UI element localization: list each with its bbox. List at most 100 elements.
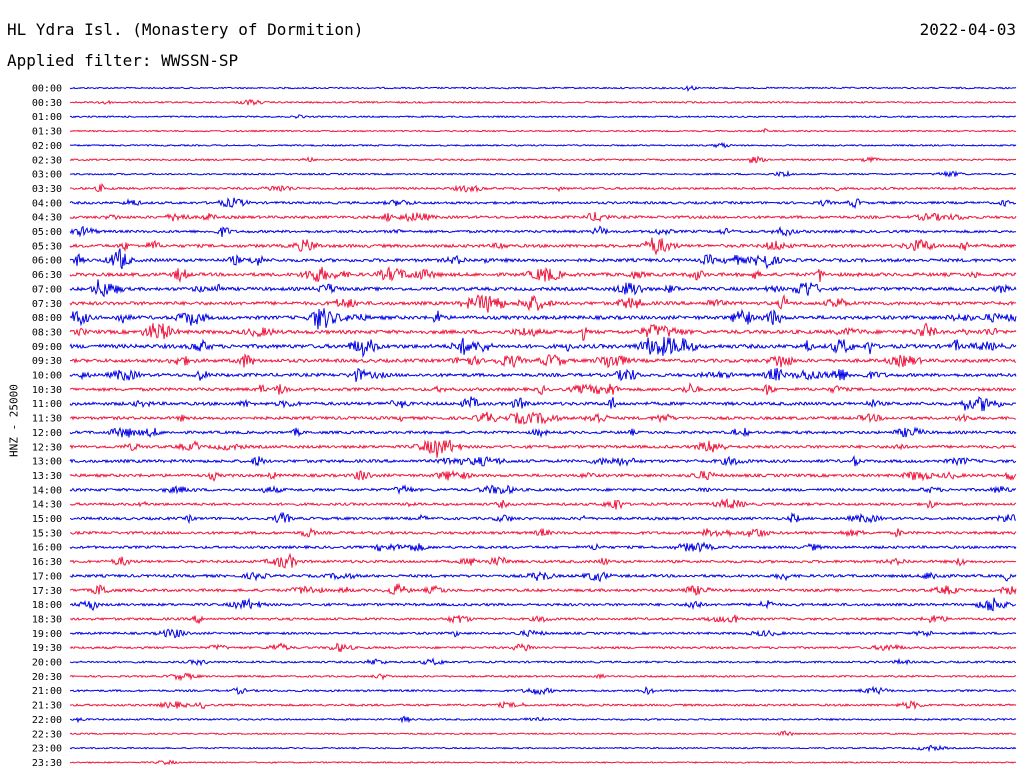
trace-line bbox=[69, 322, 1017, 342]
trace-line bbox=[69, 183, 1017, 194]
trace-line bbox=[69, 570, 1017, 583]
trace-line bbox=[69, 169, 1017, 178]
trace-line bbox=[69, 353, 1017, 369]
date-label: 2022-04-03 bbox=[919, 20, 1016, 39]
trace-line bbox=[69, 657, 1016, 667]
time-tick-label: 19:30 bbox=[32, 643, 62, 654]
time-tick-label: 01:00 bbox=[32, 112, 62, 123]
time-tick-label: 18:00 bbox=[32, 600, 62, 611]
trace-line bbox=[69, 237, 1017, 256]
time-tick-label: 05:00 bbox=[32, 227, 62, 238]
trace-line bbox=[69, 197, 1017, 209]
time-tick-label: 03:00 bbox=[32, 170, 62, 181]
trace-line bbox=[69, 368, 1017, 382]
trace-line bbox=[69, 715, 1017, 724]
time-tick-label: 02:00 bbox=[32, 141, 62, 152]
trace-line bbox=[69, 511, 1017, 525]
time-tick-label: 11:30 bbox=[32, 414, 62, 425]
trace-line bbox=[69, 685, 1017, 696]
time-tick-label: 20:00 bbox=[32, 658, 62, 669]
time-tick-label: 23:30 bbox=[32, 758, 62, 769]
time-tick-label: 04:30 bbox=[32, 213, 62, 224]
trace-line bbox=[69, 248, 1017, 270]
trace-line bbox=[69, 293, 1017, 313]
time-tick-label: 09:30 bbox=[32, 356, 62, 367]
time-tick-label: 12:00 bbox=[32, 428, 62, 439]
trace-line bbox=[69, 155, 1017, 165]
trace-line bbox=[69, 497, 1017, 510]
trace-line bbox=[69, 225, 1016, 238]
trace-line bbox=[69, 211, 1017, 223]
trace-line bbox=[69, 426, 1017, 439]
trace-line bbox=[69, 455, 1017, 467]
trace-line bbox=[69, 582, 1017, 596]
trace-line bbox=[69, 142, 1017, 149]
trace-line bbox=[69, 744, 1017, 753]
time-tick-label: 02:30 bbox=[32, 155, 62, 166]
time-tick-label: 15:00 bbox=[32, 514, 62, 525]
time-tick-label: 15:30 bbox=[32, 528, 62, 539]
trace-line bbox=[69, 336, 1017, 359]
time-tick-label: 05:30 bbox=[32, 241, 62, 252]
time-tick-label: 07:00 bbox=[32, 284, 62, 295]
trace-line bbox=[69, 469, 1017, 483]
time-tick-label: 11:00 bbox=[32, 399, 62, 410]
time-tick-label: 00:30 bbox=[32, 98, 62, 109]
trace-line bbox=[69, 642, 1017, 653]
time-tick-label: 17:00 bbox=[32, 571, 62, 582]
trace-line bbox=[69, 541, 1017, 553]
trace-line bbox=[69, 628, 1017, 639]
time-tick-label: 03:30 bbox=[32, 184, 62, 195]
time-tick-label: 17:30 bbox=[32, 586, 62, 597]
time-tick-label: 23:00 bbox=[32, 744, 62, 755]
trace-line bbox=[69, 114, 1016, 119]
trace-line bbox=[70, 597, 1017, 612]
trace-line bbox=[69, 382, 1017, 396]
station-title: HL Ydra Isl. (Monastery of Dormition) bbox=[7, 20, 364, 39]
time-tick-label: 12:30 bbox=[32, 442, 62, 453]
time-tick-label: 04:00 bbox=[32, 198, 62, 209]
trace-line bbox=[69, 279, 1017, 298]
time-tick-label: 13:30 bbox=[32, 471, 62, 482]
time-tick-label: 21:30 bbox=[32, 701, 62, 712]
trace-line bbox=[70, 526, 1017, 538]
time-tick-label: 08:00 bbox=[32, 313, 62, 324]
time-tick-label: 22:30 bbox=[32, 729, 62, 740]
trace-line bbox=[69, 484, 1016, 495]
trace-line bbox=[69, 759, 1017, 766]
trace-line bbox=[69, 672, 1017, 682]
time-tick-label: 08:30 bbox=[32, 327, 62, 338]
trace-line bbox=[69, 308, 1017, 330]
trace-line bbox=[69, 266, 1017, 283]
time-tick-label: 10:30 bbox=[32, 385, 62, 396]
trace-line bbox=[69, 396, 1017, 412]
time-tick-label: 18:30 bbox=[32, 614, 62, 625]
time-tick-label: 16:30 bbox=[32, 557, 62, 568]
trace-line bbox=[69, 700, 1017, 711]
trace-line bbox=[69, 127, 1017, 134]
trace-line bbox=[69, 98, 1017, 106]
time-tick-label: 06:30 bbox=[32, 270, 62, 281]
time-tick-label: 21:00 bbox=[32, 686, 62, 697]
time-tick-label: 19:00 bbox=[32, 629, 62, 640]
time-tick-label: 14:00 bbox=[32, 485, 62, 496]
time-tick-label: 13:00 bbox=[32, 457, 62, 468]
time-tick-label: 22:00 bbox=[32, 715, 62, 726]
time-tick-label: 16:00 bbox=[32, 543, 62, 554]
time-tick-label: 09:00 bbox=[32, 342, 62, 353]
trace-line bbox=[69, 84, 1017, 92]
time-tick-label: 14:30 bbox=[32, 500, 62, 511]
filter-label: Applied filter: WWSSN-SP bbox=[7, 51, 239, 70]
trace-line bbox=[70, 614, 1017, 625]
time-tick-label: 06:00 bbox=[32, 256, 62, 267]
time-tick-label: 10:00 bbox=[32, 371, 62, 382]
trace-line bbox=[69, 552, 1017, 569]
time-tick-label: 00:00 bbox=[32, 84, 62, 95]
time-tick-label: 20:30 bbox=[32, 672, 62, 683]
trace-line bbox=[69, 411, 1017, 425]
time-tick-label: 07:30 bbox=[32, 299, 62, 310]
trace-line bbox=[69, 730, 1017, 737]
time-tick-label: 01:30 bbox=[32, 127, 62, 138]
trace-line bbox=[69, 439, 1017, 458]
